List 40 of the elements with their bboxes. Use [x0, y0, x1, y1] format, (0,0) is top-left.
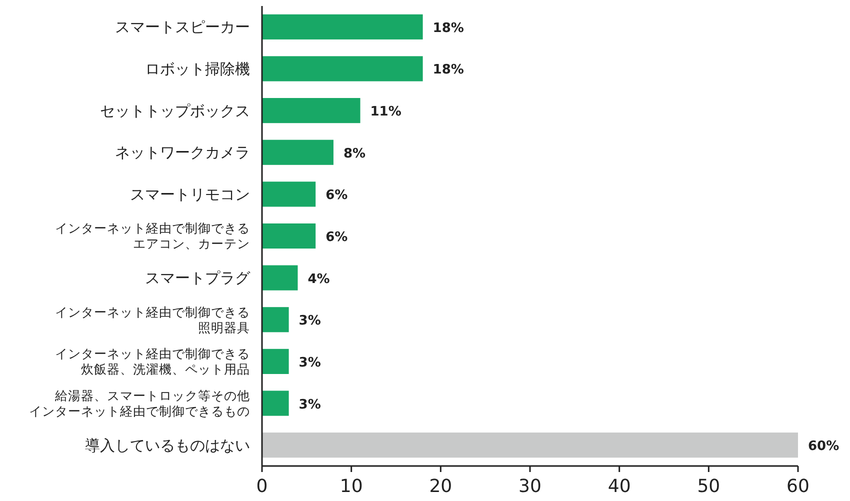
data-label: 3%: [298, 397, 321, 412]
y-tick-label: 導入しているものはない: [85, 436, 250, 454]
bar: [262, 307, 289, 332]
data-label: 3%: [298, 314, 321, 329]
y-tick-label: スマートリモコン: [130, 185, 250, 204]
y-tick-label: インターネット経由で制御できる炊飯器、洗濯機、ペット用品: [55, 346, 250, 377]
data-label: 8%: [343, 146, 366, 162]
y-tick-label: インターネット経由で制御できるエアコン、カーテン: [55, 220, 250, 252]
bar: [262, 390, 289, 416]
x-tick-label: 0: [256, 476, 268, 497]
bar: [262, 223, 316, 249]
x-tick-label: 50: [697, 476, 720, 497]
data-label: 6%: [326, 188, 348, 204]
bar: [262, 98, 360, 124]
bar: [262, 348, 289, 374]
y-tick-label: 給湯器、スマートロック等その他インターネット経由で制御できるもの: [29, 388, 250, 418]
bar: [262, 432, 798, 458]
x-tick-label: 30: [518, 476, 542, 497]
y-tick-label: セットトップボックス: [100, 102, 250, 120]
x-tick-label: 20: [429, 476, 452, 497]
data-label: 18%: [432, 20, 464, 36]
x-tick-label: 60: [786, 476, 810, 497]
x-tick-label: 10: [340, 476, 363, 497]
y-tick-label: ロボット掃除機: [145, 60, 250, 78]
bar: [262, 56, 423, 82]
bar: [262, 140, 334, 165]
data-label: 4%: [308, 272, 330, 287]
y-tick-label: スマートスピーカー: [115, 18, 250, 36]
data-label: 6%: [326, 230, 348, 245]
x-tick-label: 40: [608, 476, 631, 497]
data-label: 60%: [808, 439, 840, 454]
y-tick-label: ネットワークカメラ: [115, 144, 250, 162]
data-label: 18%: [432, 62, 464, 78]
data-label: 3%: [298, 355, 321, 370]
y-tick-label: スマートプラグ: [145, 269, 251, 288]
data-label: 11%: [370, 104, 402, 120]
bar: [262, 182, 316, 207]
y-tick-label: インターネット経由で制御できる照明器具: [55, 304, 250, 335]
bar: [262, 265, 298, 290]
bar: [262, 14, 423, 40]
